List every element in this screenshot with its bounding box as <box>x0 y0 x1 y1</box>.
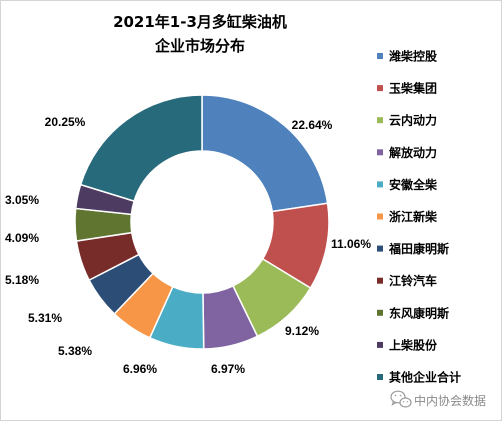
legend-marker <box>377 374 383 380</box>
watermark: 中内协会数据 <box>390 390 486 408</box>
legend-marker <box>377 245 383 252</box>
legend-marker <box>377 181 383 188</box>
legend-item: 云内动力 <box>377 113 437 128</box>
data-label-2: 11.06% <box>331 237 371 251</box>
legend-marker <box>377 85 383 92</box>
legend-item: 江铃汽车 <box>377 273 437 288</box>
legend-item: 其他企业合计 <box>377 370 461 385</box>
legend-label: 江铃汽车 <box>389 273 437 288</box>
watermark-text: 中内协会数据 <box>414 393 486 408</box>
donut-slice-1 <box>201 94 329 213</box>
legend-marker <box>377 341 383 348</box>
legend-label: 潍柴控股 <box>388 49 438 64</box>
legend-item: 东风康明斯 <box>377 305 449 320</box>
legend-label: 福田康明斯 <box>388 241 449 256</box>
legend-marker <box>377 309 383 316</box>
chart-title-line-2: 企业市场分布 <box>154 37 245 55</box>
data-label-7: 5.31% <box>28 311 62 325</box>
chart-title-line-1: 2021年1-3月多缸柴油机 <box>113 13 287 31</box>
legend-marker <box>377 213 383 220</box>
legend-item: 上柴股份 <box>377 337 438 352</box>
data-label-11: 20.25% <box>45 115 86 129</box>
legend-item: 福田康明斯 <box>377 241 449 256</box>
legend-marker <box>377 53 383 59</box>
legend-item: 解放动力 <box>377 145 437 160</box>
data-label-6: 5.38% <box>58 344 92 358</box>
legend-label: 云内动力 <box>389 113 437 128</box>
legend-item: 潍柴控股 <box>377 49 438 64</box>
data-label-9: 4.09% <box>5 231 39 245</box>
legend-marker <box>377 149 383 156</box>
data-label-4: 6.97% <box>211 362 245 376</box>
legend-marker <box>377 117 383 124</box>
data-label-3: 9.12% <box>285 324 319 338</box>
legend-label: 安徽全柴 <box>389 177 438 192</box>
data-label-8: 5.18% <box>5 273 39 287</box>
legend-label: 浙江新柴 <box>389 209 438 224</box>
legend-marker <box>377 277 383 284</box>
data-label-5: 6.96% <box>123 362 157 376</box>
donut-slice-11 <box>79 94 203 203</box>
donut-slices <box>74 94 330 350</box>
data-labels: 22.64% 11.06% 9.12% 6.97% 6.96% 5.38% 5.31% 5.1… <box>5 115 371 376</box>
legend: 潍柴控股玉柴集团云内动力解放动力安徽全柴浙江新柴福田康明斯江铃汽车东风康明斯上柴… <box>377 49 461 385</box>
legend-label: 其他企业合计 <box>389 370 461 385</box>
legend-label: 上柴股份 <box>389 337 438 352</box>
legend-item: 玉柴集团 <box>377 81 437 96</box>
legend-label: 东风康明斯 <box>389 305 449 320</box>
legend-item: 浙江新柴 <box>377 209 438 224</box>
wechat-icon <box>390 390 412 408</box>
legend-label: 玉柴集团 <box>389 81 437 96</box>
legend-item: 安徽全柴 <box>377 177 438 192</box>
data-label-10: 3.05% <box>5 193 39 207</box>
legend-label: 解放动力 <box>389 145 437 160</box>
data-label-1: 22.64% <box>292 118 333 132</box>
